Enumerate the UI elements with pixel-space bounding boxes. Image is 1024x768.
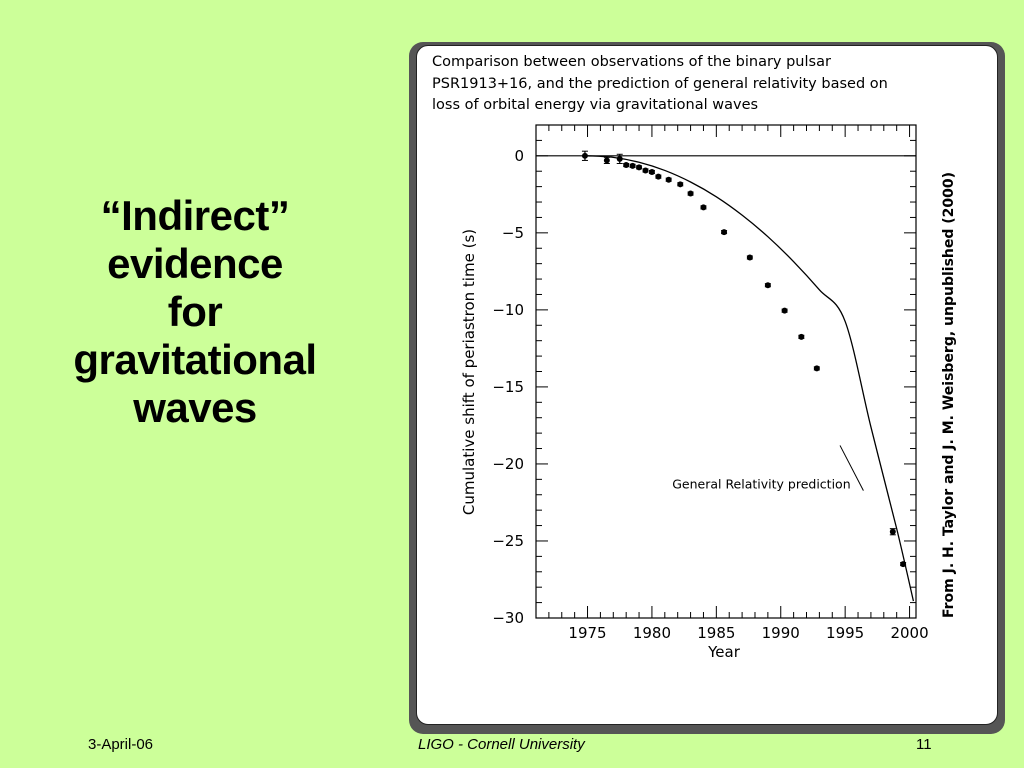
- data-point: [889, 528, 896, 536]
- data-point: [655, 173, 662, 180]
- y-tick-label: 0: [514, 147, 524, 165]
- data-point: [623, 162, 630, 169]
- y-tick-labels: 0 −5 −10 −15 −20 −25 −30: [492, 147, 524, 627]
- slide-title-line: for: [167, 288, 223, 335]
- point-marker: [687, 190, 694, 197]
- point-marker: [721, 229, 728, 236]
- point-marker: [798, 333, 805, 340]
- data-point: [813, 365, 820, 372]
- slide-title-line: waves: [133, 384, 257, 431]
- point-marker: [655, 173, 662, 180]
- footer-page-number: 11: [916, 736, 932, 753]
- point-marker: [700, 204, 707, 211]
- caption-line: Comparison between observations of the b…: [432, 54, 831, 70]
- x-tick-label: 1975: [568, 624, 606, 642]
- x-axis-label: Year: [707, 643, 741, 661]
- point-marker: [781, 307, 788, 314]
- point-marker: [813, 365, 820, 372]
- slide-title-line: gravitational: [73, 336, 317, 383]
- point-marker: [764, 282, 771, 289]
- y-tick-label: −5: [502, 224, 524, 242]
- data-point: [700, 204, 707, 211]
- data-point: [603, 156, 610, 165]
- observation-points: [581, 150, 907, 568]
- data-point: [636, 164, 643, 171]
- annotation-label: General Relativity prediction: [672, 477, 850, 492]
- footer-organization: LIGO - Cornell University: [418, 736, 585, 753]
- y-tick-label: −10: [492, 301, 524, 319]
- point-marker: [642, 167, 649, 174]
- y-axis-label: Cumulative shift of periastron time (s): [460, 229, 478, 515]
- slide-title-line: “Indirect”: [100, 192, 290, 239]
- data-point: [665, 176, 672, 183]
- slide-title-line: evidence: [107, 240, 283, 287]
- data-point: [677, 181, 684, 188]
- annotation-group: General Relativity prediction: [672, 445, 864, 492]
- y-tick-label: −20: [492, 455, 524, 473]
- data-point: [746, 254, 753, 261]
- figure-credit: From J. H. Taylor and J. M. Weisberg, un…: [941, 172, 957, 618]
- figure-caption: Comparison between observations of the b…: [432, 52, 982, 117]
- x-tick-labels: 1975 1980 1985 1990 1995 2000: [568, 624, 928, 642]
- x-tick-label: 1985: [697, 624, 735, 642]
- point-marker: [900, 561, 907, 568]
- point-marker: [623, 162, 630, 169]
- point-marker: [746, 254, 753, 261]
- data-point: [581, 150, 588, 161]
- point-marker: [629, 162, 636, 169]
- point-marker: [648, 168, 655, 175]
- caption-line: loss of orbital energy via gravitational…: [432, 97, 759, 113]
- data-point: [616, 153, 623, 165]
- point-marker: [603, 157, 610, 164]
- caption-line: PSR1913+16, and the prediction of genera…: [432, 75, 888, 92]
- data-point: [764, 282, 771, 289]
- data-point: [642, 167, 649, 174]
- y-tick-label: −30: [492, 609, 524, 627]
- slide-title: “Indirect” evidence for gravitational wa…: [10, 192, 380, 432]
- y-tick-label: −25: [492, 532, 524, 550]
- data-point: [781, 307, 788, 314]
- axis-ticks: [536, 124, 916, 619]
- data-point: [721, 229, 728, 236]
- data-point: [629, 162, 636, 169]
- point-marker: [581, 152, 588, 159]
- y-tick-label: −15: [492, 378, 524, 396]
- data-point: [798, 333, 805, 340]
- figure-panel: [416, 45, 998, 725]
- x-tick-label: 1995: [826, 624, 864, 642]
- data-point: [648, 168, 655, 175]
- footer-date: 3-April-06: [88, 736, 154, 753]
- data-point: [900, 561, 907, 568]
- point-marker: [665, 176, 672, 183]
- x-tick-label: 1980: [633, 624, 671, 642]
- point-marker: [636, 164, 643, 171]
- data-point: [687, 190, 694, 197]
- annotation-leader-line: [839, 445, 864, 491]
- x-tick-label: 1990: [762, 624, 800, 642]
- gr-prediction-curve: [587, 155, 915, 602]
- point-marker: [677, 181, 684, 188]
- x-tick-label: 2000: [890, 624, 928, 642]
- point-marker: [889, 528, 896, 535]
- point-marker: [616, 155, 623, 162]
